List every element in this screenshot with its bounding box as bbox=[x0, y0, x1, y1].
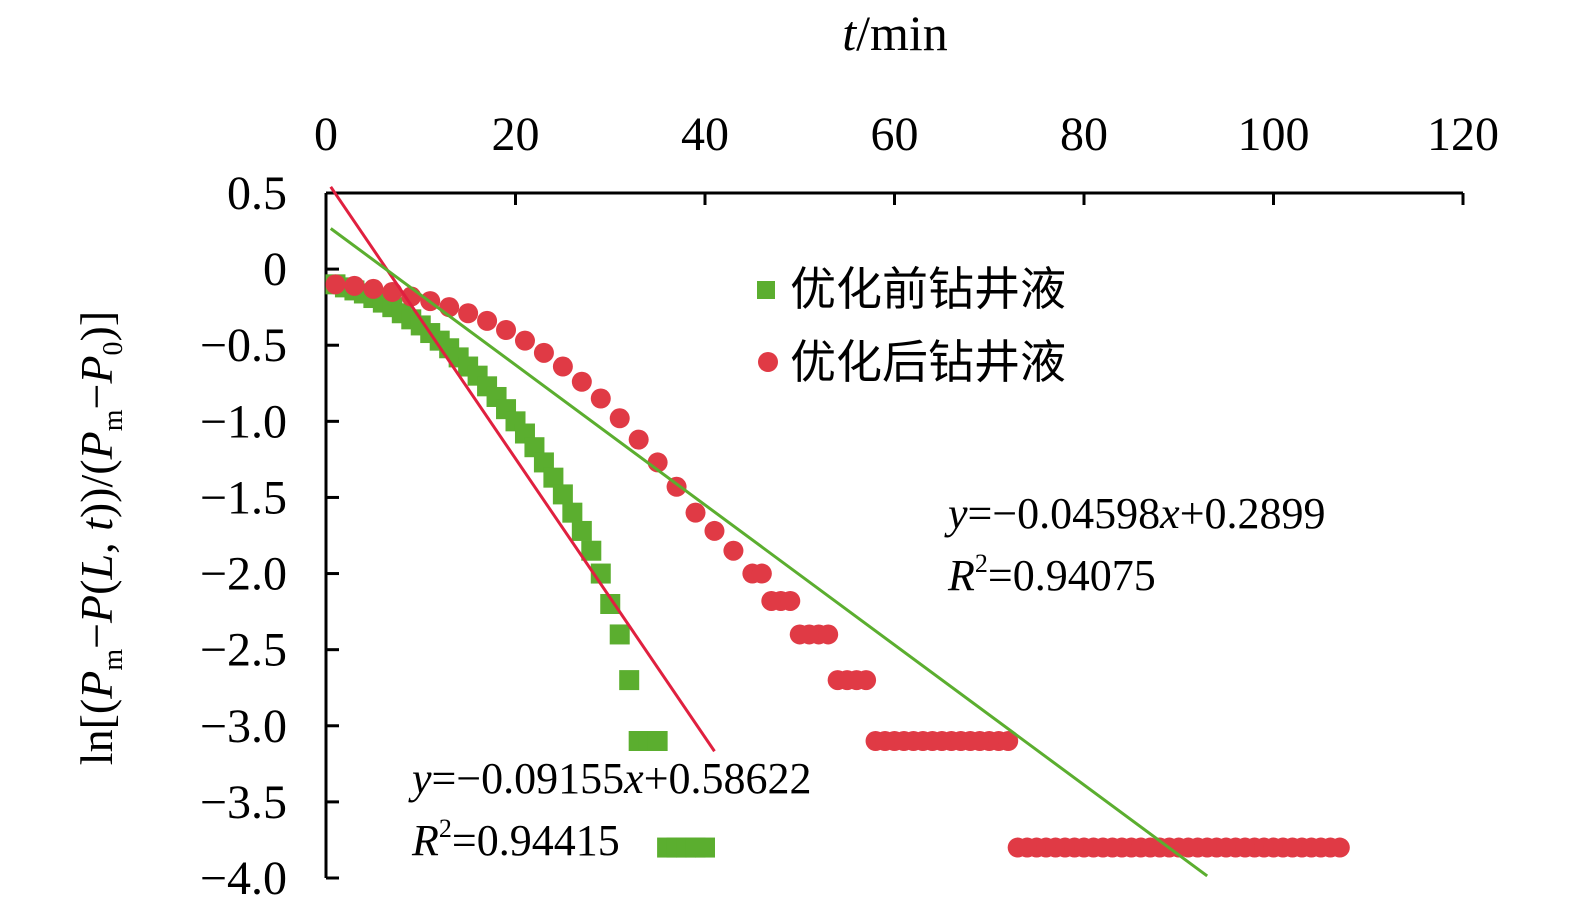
y-tick-label: −3.5 bbox=[200, 776, 287, 829]
annotation-fit-after: y=−0.04598x+0.2899 R2=0.94075 bbox=[944, 489, 1326, 600]
svg-text:R2=0.94075: R2=0.94075 bbox=[947, 549, 1156, 600]
y-tick-label: −4.0 bbox=[200, 852, 287, 905]
data-point-after bbox=[571, 371, 592, 392]
legend-label-before: 优化前钻井液 bbox=[790, 264, 1066, 315]
y-tick-label: 0.5 bbox=[227, 167, 287, 220]
y-tick-label: −2.5 bbox=[200, 624, 287, 677]
fit-lines bbox=[329, 185, 1209, 878]
svg-text:y=−0.09155x+0.58622: y=−0.09155x+0.58622 bbox=[408, 754, 812, 803]
svg-text:R2=0.94415: R2=0.94415 bbox=[411, 814, 620, 865]
annotation-fit-before: y=−0.09155x+0.58622 R2=0.94415 bbox=[408, 754, 812, 865]
data-point-after bbox=[363, 278, 384, 299]
data-point-after bbox=[628, 429, 649, 450]
data-point-before bbox=[543, 467, 564, 488]
data-point-after bbox=[344, 275, 365, 296]
y-tick-label: −3.0 bbox=[200, 700, 287, 753]
data-point-after bbox=[552, 356, 573, 377]
data-point-before bbox=[524, 437, 545, 458]
data-point-after bbox=[704, 520, 725, 541]
fit-after-line bbox=[329, 227, 1209, 878]
series-after-optimization bbox=[325, 274, 1350, 858]
svg-text:y=−0.04598x+0.2899: y=−0.04598x+0.2899 bbox=[944, 489, 1326, 538]
data-point-before bbox=[619, 670, 640, 691]
data-point-after bbox=[856, 670, 877, 691]
axes bbox=[324, 191, 1465, 880]
legend-marker-after bbox=[758, 352, 778, 372]
data-point-after bbox=[590, 388, 611, 409]
data-point-before bbox=[533, 452, 554, 473]
y-axis-title: ln[(Pm−P(L, t))/(Pm−P0)] bbox=[71, 311, 129, 765]
data-point-before bbox=[609, 624, 630, 645]
legend-label-after: 优化后钻井液 bbox=[790, 337, 1066, 388]
legend-marker-before bbox=[757, 281, 775, 299]
data-point-after bbox=[685, 502, 706, 523]
x-tick-label: 40 bbox=[681, 108, 729, 161]
y-tick-labels: 0.5 0 −0.5 −1.0 −1.5 −2.0 −2.5 −3.0 −3.5 −4.0 bbox=[200, 167, 287, 905]
y-tick-label: −0.5 bbox=[200, 319, 287, 372]
data-point-after bbox=[496, 320, 517, 340]
x-tick-label: 100 bbox=[1238, 108, 1310, 161]
x-tick-label: 80 bbox=[1060, 108, 1108, 161]
data-point-after bbox=[533, 342, 554, 363]
data-point-after bbox=[477, 310, 498, 331]
data-point-after bbox=[382, 281, 403, 302]
data-point-before bbox=[600, 594, 621, 614]
data-point-after bbox=[609, 408, 630, 429]
data-point-before bbox=[552, 484, 573, 505]
data-point-before bbox=[695, 837, 715, 858]
data-point-before bbox=[647, 731, 668, 751]
data-point-after bbox=[325, 274, 346, 295]
x-axis-title: t/min bbox=[842, 5, 948, 61]
y-tick-label: −1.5 bbox=[200, 471, 287, 524]
x-tick-label: 0 bbox=[314, 108, 338, 161]
data-point-before bbox=[571, 520, 592, 541]
data-point-after bbox=[514, 330, 535, 351]
data-point-after bbox=[1329, 837, 1350, 858]
x-tick-label: 120 bbox=[1427, 108, 1499, 161]
data-point-after bbox=[780, 590, 801, 611]
legend: 优化前钻井液 优化后钻井液 bbox=[757, 264, 1066, 388]
data-point-before bbox=[562, 502, 583, 523]
x-tick-labels: 0 20 40 60 80 100 120 bbox=[314, 108, 1499, 161]
data-point-after bbox=[723, 540, 744, 561]
data-point-after bbox=[818, 624, 839, 645]
y-tick-label: 0 bbox=[263, 243, 287, 296]
data-point-before bbox=[581, 540, 602, 561]
y-tick-label: −1.0 bbox=[200, 395, 287, 448]
x-tick-label: 60 bbox=[871, 108, 919, 161]
data-point-after bbox=[998, 731, 1019, 751]
y-tick-label: −2.0 bbox=[200, 548, 287, 601]
fit-before-line bbox=[329, 185, 716, 753]
data-point-after bbox=[751, 563, 772, 584]
data-point-after bbox=[458, 303, 479, 324]
x-tick-label: 20 bbox=[492, 108, 540, 161]
